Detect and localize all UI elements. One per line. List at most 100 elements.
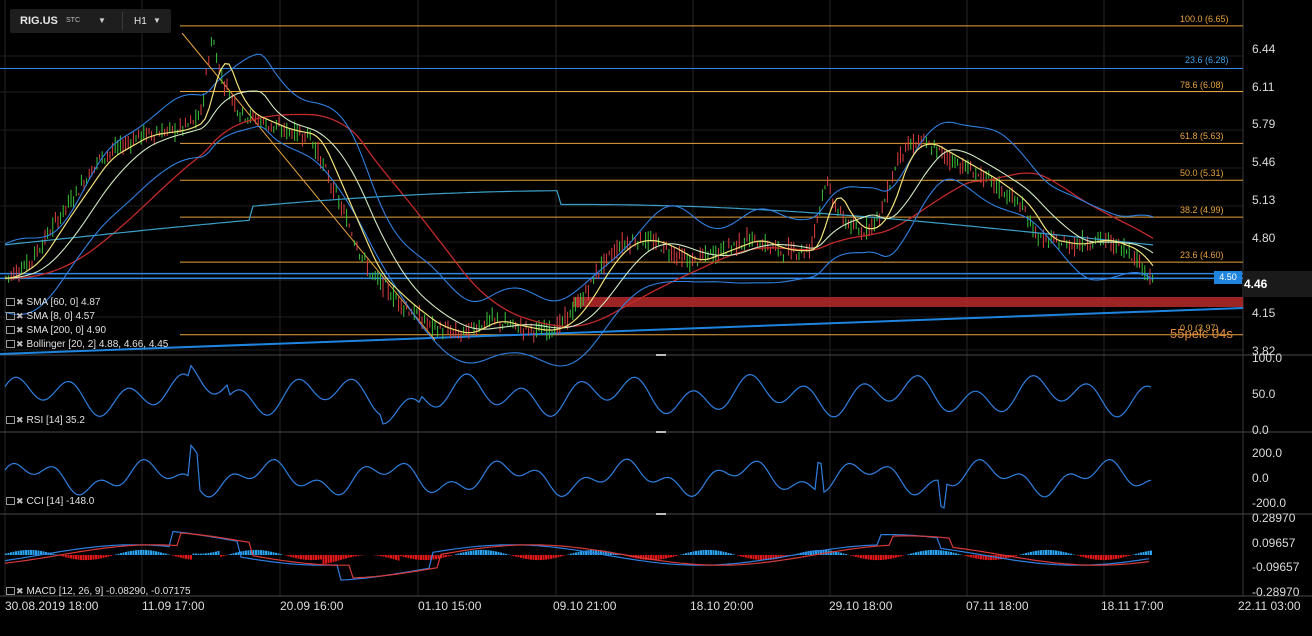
macd-histogram-bar [252,549,255,555]
symbol-label[interactable]: RIG.US [20,15,58,27]
legend-sma8[interactable]: ✖ SMA [8, 0] 4.57 [6,311,95,322]
macd-histogram-bar [1015,555,1017,556]
macd-histogram-bar [907,554,910,555]
macd-histogram-bar [1065,552,1067,555]
macd-histogram-bar [972,555,975,558]
cci-axis-tick: 0.0 [1252,471,1269,485]
pane-resize-handle[interactable] [656,513,666,515]
macd-histogram-bar [752,555,755,560]
macd-histogram-bar [80,555,82,560]
macd-histogram-bar [525,555,527,559]
macd-histogram-bar [485,550,487,555]
legend-sma200[interactable]: ✖ SMA [200, 0] 4.90 [6,325,106,336]
macd-histogram-bar [1080,555,1082,557]
macd-histogram-bar [500,552,502,555]
macd-histogram-bar [295,555,297,559]
macd-histogram-bar [775,555,777,560]
macd-histogram-bar [97,555,100,559]
date-axis-label: 01.10 15:00 [418,599,482,613]
indicator-settings-icon[interactable] [6,416,15,424]
macd-histogram-bar [382,555,385,557]
macd-histogram-bar [482,549,485,555]
indicator-settings-icon[interactable] [6,340,15,348]
macd-histogram-bar [605,550,607,555]
macd-histogram-bar [1097,555,1100,560]
macd-histogram-bar [922,550,925,555]
indicator-settings-icon[interactable] [6,497,15,505]
macd-histogram-bar [1147,550,1150,555]
macd-histogram-bar [980,555,982,560]
remove-icon[interactable]: ✖ [16,325,24,335]
sma8-line [4,62,1154,334]
macd-histogram-bar [125,551,127,555]
indicator-settings-icon[interactable] [6,298,15,306]
pane-resize-handle[interactable] [656,431,666,433]
macd-histogram-bar [217,550,220,555]
macd-histogram-bar [850,555,852,556]
macd-histogram-bar [187,555,190,560]
remove-icon[interactable]: ✖ [16,339,24,349]
macd-histogram-bar [262,550,265,555]
macd-histogram-bar [450,555,452,556]
macd-histogram-bar [310,555,312,561]
macd-histogram-bar [340,555,342,560]
macd-histogram-bar [87,555,90,561]
indicator-settings-icon[interactable] [6,326,15,334]
macd-histogram-bar [545,555,547,560]
remove-icon[interactable]: ✖ [16,496,24,506]
legend-rsi[interactable]: ✖ RSI [14] 35.2 [6,415,85,426]
remove-icon[interactable]: ✖ [16,297,24,307]
macd-histogram-bar [1012,555,1015,557]
macd-histogram-bar [770,555,772,560]
macd-histogram-bar [940,550,942,555]
macd-histogram-bar [357,555,360,556]
indicator-settings-icon[interactable] [6,312,15,320]
timeframe-label[interactable]: H1 [134,16,147,27]
macd-histogram-bar [540,555,542,561]
symbol-dropdown-icon[interactable]: ▼ [98,16,106,25]
legend-macd[interactable]: ✖ MACD [12, 26, 9] -0.08290, -0.07175 [6,586,191,597]
macd-histogram-bar [747,555,750,559]
macd-histogram-bar [1085,555,1087,558]
macd-histogram-bar [15,551,17,555]
macd-histogram-bar [885,555,887,560]
legend-sma60[interactable]: ✖ SMA [60, 0] 4.87 [6,297,100,308]
timeframe-dropdown-icon[interactable]: ▼ [153,16,161,25]
macd-histogram-bar [730,553,732,555]
macd-histogram-bar [107,555,110,557]
macd-histogram-bar [890,555,892,559]
macd-histogram-bar [1092,555,1095,560]
macd-histogram-bar [110,555,112,556]
pane-resize-handle[interactable] [656,354,666,356]
macd-histogram-bar [152,550,155,555]
macd-histogram-bar [182,555,185,559]
macd-histogram-bar [275,552,277,555]
macd-histogram-bar [137,550,140,555]
macd-histogram-bar [812,550,815,555]
macd-histogram-bar [10,552,12,555]
indicator-settings-icon[interactable] [6,587,15,595]
macd-histogram-bar [100,555,102,559]
macd-histogram-bar [115,554,117,555]
macd-histogram-bar [990,555,992,561]
macd-histogram-bar [1082,555,1085,558]
macd-histogram-bar [542,555,545,560]
macd-histogram-bar [22,550,25,555]
date-axis-label: 20.09 16:00 [280,599,344,613]
legend-bollinger[interactable]: ✖ Bollinger [20, 2] 4.88, 4.66, 4.45 [6,339,168,350]
macd-histogram-bar [70,555,72,559]
macd-histogram-bar [952,552,955,555]
macd-histogram-bar [810,550,812,555]
remove-icon[interactable]: ✖ [16,586,24,596]
macd-histogram-bar [967,555,970,557]
legend-cci[interactable]: ✖ CCI [14] -148.0 [6,496,94,507]
macd-histogram-bar [495,551,497,555]
macd-histogram-bar [687,552,690,555]
remove-icon[interactable]: ✖ [16,311,24,321]
macd-histogram-bar [727,552,730,555]
macd-histogram-bar [232,553,235,555]
macd-histogram-bar [900,555,902,557]
macd-histogram-bar [895,555,897,558]
remove-icon[interactable]: ✖ [16,415,24,425]
